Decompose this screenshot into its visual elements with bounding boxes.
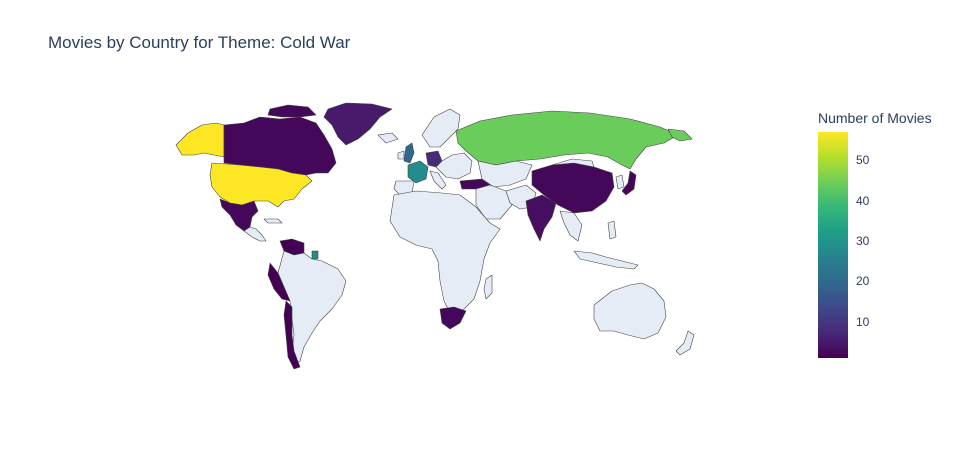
colorbar-tick-label: 10 bbox=[856, 314, 870, 329]
country-france[interactable] bbox=[407, 160, 429, 184]
choropleth-map[interactable] bbox=[160, 95, 720, 380]
region-middle-east[interactable] bbox=[475, 184, 513, 220]
country-united-states[interactable] bbox=[209, 162, 313, 208]
region-maritime-asia[interactable] bbox=[573, 220, 639, 270]
region-africa[interactable] bbox=[389, 190, 501, 318]
country-mexico[interactable] bbox=[219, 198, 259, 232]
region-central-asia[interactable] bbox=[477, 160, 533, 188]
region-madagascar[interactable] bbox=[483, 274, 493, 300]
region-caribbean[interactable] bbox=[263, 218, 283, 224]
region-scandinavia[interactable] bbox=[421, 108, 461, 148]
country-india[interactable] bbox=[525, 194, 557, 242]
colorbar-title: Number of Movies bbox=[818, 110, 932, 126]
region-central-america[interactable] bbox=[243, 226, 267, 242]
colorbar-tick-label: 20 bbox=[856, 274, 870, 289]
region-mongolia[interactable] bbox=[551, 158, 595, 168]
region-eastern-europe[interactable] bbox=[435, 152, 473, 180]
country-united-states-alaska[interactable] bbox=[175, 122, 225, 158]
country-french-guiana[interactable] bbox=[311, 250, 319, 260]
region-italy[interactable] bbox=[429, 170, 447, 190]
country-peru[interactable] bbox=[267, 262, 291, 302]
colorbar-tick-label: 30 bbox=[856, 233, 870, 248]
region-southeast-asia[interactable] bbox=[559, 210, 583, 242]
chart-title: Movies by Country for Theme: Cold War bbox=[48, 33, 351, 52]
region-korea[interactable] bbox=[615, 174, 625, 190]
region-iceland[interactable] bbox=[377, 132, 399, 144]
colorbar-gradient bbox=[818, 132, 848, 358]
country-canada-islands[interactable] bbox=[267, 104, 317, 118]
region-australia[interactable] bbox=[593, 282, 667, 340]
country-russia-east[interactable] bbox=[667, 128, 693, 142]
country-united-kingdom[interactable] bbox=[403, 142, 415, 164]
colorbar-tick-label: 40 bbox=[856, 193, 870, 208]
region-new-zealand[interactable] bbox=[675, 330, 695, 356]
country-south-africa[interactable] bbox=[439, 306, 467, 330]
country-chile[interactable] bbox=[283, 300, 301, 370]
colorbar-tick-label: 50 bbox=[856, 153, 870, 168]
country-japan[interactable] bbox=[621, 170, 637, 196]
region-ireland[interactable] bbox=[397, 150, 405, 160]
world-map-svg bbox=[175, 102, 695, 370]
country-greenland[interactable] bbox=[323, 102, 393, 146]
